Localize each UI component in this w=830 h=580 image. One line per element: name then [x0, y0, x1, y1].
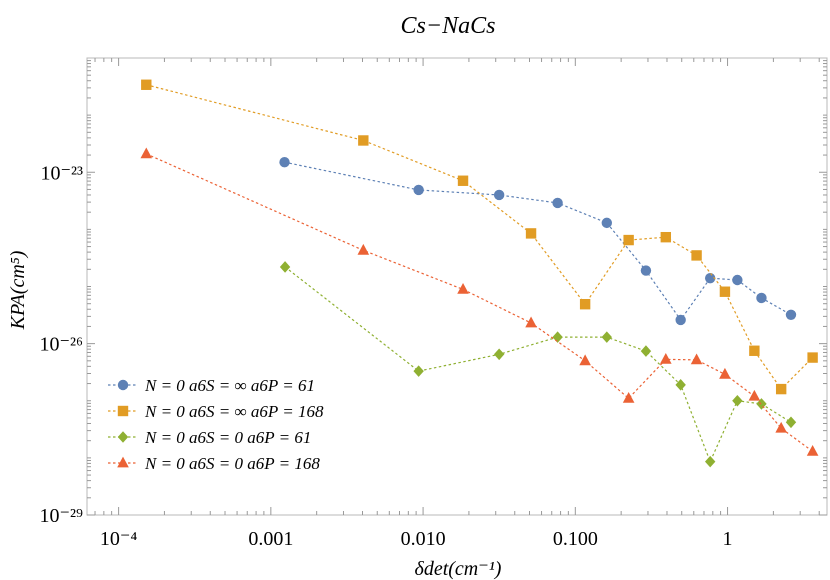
y-axis-label: KPA(cm⁵) [7, 250, 29, 330]
y-tick-label: 10⁻²⁹ [39, 505, 83, 527]
legend-item: N = 0 a6S = ∞ a6P = 168 [108, 402, 324, 421]
legend-label: N = 0 a6S = ∞ a6P = 61 [144, 376, 315, 395]
data-point [457, 175, 469, 186]
data-point [493, 189, 505, 201]
data-point [640, 265, 652, 276]
legend-item: N = 0 a6S = 0 a6P = 168 [108, 454, 320, 473]
data-point [748, 389, 761, 401]
data-point [775, 421, 787, 433]
data-point [756, 292, 767, 304]
series-3 [279, 261, 797, 468]
series-line [284, 161, 792, 321]
data-point [358, 135, 369, 146]
legend: N = 0 a6S = ∞ a6P = 61 N = 0 a6S = ∞ a6P … [108, 376, 324, 473]
legend-marker [117, 379, 129, 391]
legend-marker [117, 405, 129, 417]
data-point [775, 383, 787, 395]
data-point [413, 184, 424, 196]
series-layer [140, 79, 819, 468]
data-point [675, 379, 686, 391]
data-point [640, 345, 652, 357]
y-tick-label: 10⁻²⁶ [39, 334, 83, 356]
data-point [552, 331, 563, 343]
data-point [457, 282, 469, 294]
data-point [732, 274, 743, 286]
series-4 [140, 147, 819, 456]
x-tick-label: 10⁻⁴ [100, 528, 138, 550]
data-point [704, 272, 716, 284]
x-tick-label: 1 [723, 528, 733, 550]
data-point [413, 365, 424, 377]
series-2 [141, 79, 818, 395]
data-point [807, 352, 818, 363]
x-axis-label: δdet(cm⁻¹) [415, 558, 502, 580]
data-point [601, 331, 613, 343]
y-axis: 10⁻²³ 10⁻²⁶ 10⁻²⁹ [39, 60, 827, 527]
data-point [140, 147, 153, 159]
legend-label: N = 0 a6S = 0 a6P = 61 [144, 428, 311, 447]
data-point [704, 455, 716, 468]
data-point [623, 234, 634, 246]
data-point [579, 354, 591, 366]
data-point [719, 286, 731, 297]
legend-label: N = 0 a6S = 0 a6P = 168 [144, 454, 320, 473]
legend-item: N = 0 a6S = 0 a6P = 61 [108, 428, 311, 447]
data-point [675, 314, 686, 326]
data-point [785, 309, 797, 320]
data-point [552, 197, 563, 209]
data-point [732, 394, 743, 407]
data-point [622, 391, 635, 403]
x-axis: 10⁻⁴ 0.001 0.010 0.100 1 [94, 58, 820, 550]
data-point [579, 298, 591, 310]
legend-label: N = 0 a6S = ∞ a6P = 168 [144, 402, 324, 421]
data-point [756, 398, 767, 410]
data-point [279, 261, 291, 273]
data-point [601, 217, 613, 229]
x-tick-label: 0.100 [553, 528, 598, 550]
data-point [660, 231, 672, 243]
data-point [690, 353, 703, 365]
data-point [141, 79, 152, 90]
series-line [284, 266, 792, 464]
data-point [691, 250, 702, 261]
legend-marker [117, 431, 129, 443]
y-tick-label: 10⁻²³ [40, 162, 83, 184]
legend-item: N = 0 a6S = ∞ a6P = 61 [108, 376, 315, 395]
data-point [525, 228, 537, 239]
data-point [719, 367, 731, 379]
data-point [525, 316, 537, 328]
data-point [660, 352, 672, 364]
data-point [785, 416, 797, 429]
legend-marker [117, 456, 129, 468]
data-point [357, 243, 370, 255]
data-point [279, 156, 290, 168]
data-point [806, 444, 819, 456]
x-tick-label: 0.010 [401, 528, 446, 550]
series-1 [279, 156, 797, 326]
data-point [493, 348, 505, 361]
chart-title: Cs−NaCs [401, 13, 496, 39]
series-line [146, 153, 813, 452]
series-line [146, 84, 814, 391]
x-tick-label: 0.001 [248, 528, 293, 550]
data-point [749, 345, 760, 356]
